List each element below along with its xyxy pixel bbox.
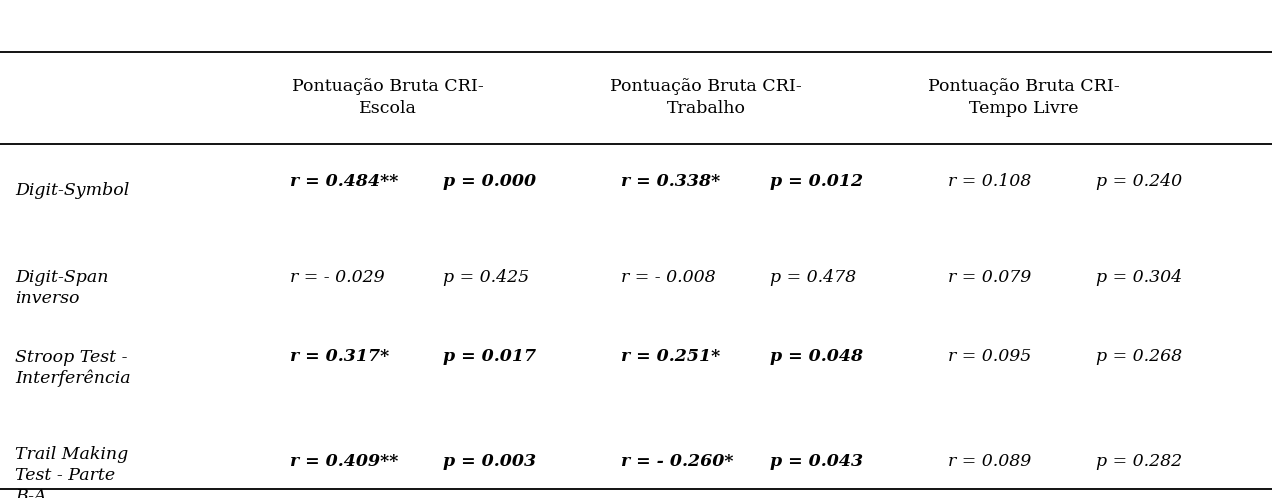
Text: p = 0.425: p = 0.425 <box>443 268 529 285</box>
Text: Stroop Test -
Interferência: Stroop Test - Interferência <box>15 349 131 387</box>
Text: Pontuação Bruta CRI-
Tempo Livre: Pontuação Bruta CRI- Tempo Livre <box>929 78 1119 117</box>
Text: p = 0.304: p = 0.304 <box>1096 268 1183 285</box>
Text: r = - 0.029: r = - 0.029 <box>290 268 384 285</box>
Text: r = 0.108: r = 0.108 <box>948 173 1030 190</box>
Text: p = 0.240: p = 0.240 <box>1096 173 1183 190</box>
Text: p = 0.268: p = 0.268 <box>1096 348 1183 365</box>
Text: p = 0.012: p = 0.012 <box>770 173 862 190</box>
Text: r = 0.089: r = 0.089 <box>948 454 1030 471</box>
Text: r = 0.484**: r = 0.484** <box>290 173 398 190</box>
Text: Digit-Symbol: Digit-Symbol <box>15 182 130 199</box>
Text: r = 0.317*: r = 0.317* <box>290 348 389 365</box>
Text: p = 0.478: p = 0.478 <box>770 268 856 285</box>
Text: r = - 0.260*: r = - 0.260* <box>621 454 733 471</box>
Text: r = 0.409**: r = 0.409** <box>290 454 398 471</box>
Text: p = 0.048: p = 0.048 <box>770 348 862 365</box>
Text: r = 0.251*: r = 0.251* <box>621 348 720 365</box>
Text: r = 0.079: r = 0.079 <box>948 268 1030 285</box>
Text: Pontuação Bruta CRI-
Trabalho: Pontuação Bruta CRI- Trabalho <box>611 78 801 117</box>
Text: Pontuação Bruta CRI-
Escola: Pontuação Bruta CRI- Escola <box>293 78 483 117</box>
Text: p = 0.003: p = 0.003 <box>443 454 536 471</box>
Text: p = 0.043: p = 0.043 <box>770 454 862 471</box>
Text: r = 0.338*: r = 0.338* <box>621 173 720 190</box>
Text: p = 0.282: p = 0.282 <box>1096 454 1183 471</box>
Text: r = - 0.008: r = - 0.008 <box>621 268 715 285</box>
Text: Digit-Span
inverso: Digit-Span inverso <box>15 269 109 307</box>
Text: p = 0.000: p = 0.000 <box>443 173 536 190</box>
Text: p = 0.017: p = 0.017 <box>443 348 536 365</box>
Text: r = 0.095: r = 0.095 <box>948 348 1030 365</box>
Text: Trail Making
Test - Parte
B-A: Trail Making Test - Parte B-A <box>15 446 128 498</box>
